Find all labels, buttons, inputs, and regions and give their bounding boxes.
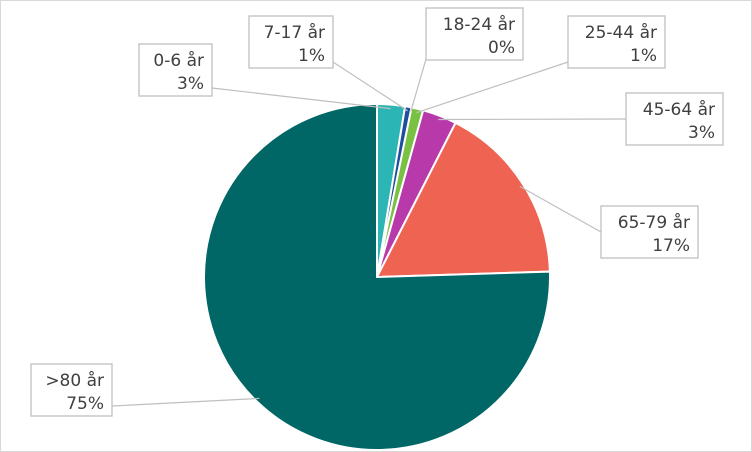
leader-line [519, 185, 602, 233]
slice-category-label: 45-64 år [643, 99, 715, 120]
slice-category-label: 0-6 år [153, 50, 204, 71]
slice-category-label: >80 år [45, 370, 104, 391]
pie-slice [203, 102, 551, 451]
slice-category-label: 18-24 år [443, 14, 515, 35]
slice-category-label: 65-79 år [618, 212, 690, 233]
data-label-box [30, 363, 113, 417]
leader-line [416, 61, 569, 114]
data-label: 25-44 år 1% [567, 15, 666, 69]
data-label: 45-64 år 3% [625, 92, 724, 146]
slice-percent-label: 75% [66, 394, 104, 414]
slice-percent-label: 17% [652, 236, 690, 256]
slice-percent-label: 3% [688, 123, 715, 143]
leader-line [410, 58, 427, 112]
leader-line [211, 87, 391, 110]
leader-line [438, 118, 627, 121]
data-label: 18-24 år 0% [425, 7, 524, 61]
data-label-box [600, 205, 699, 259]
leader-line [332, 61, 408, 112]
data-label: 7-17 år 1% [248, 15, 334, 69]
data-label: 65-79 år 17% [600, 205, 699, 259]
leader-line [111, 397, 260, 407]
slice-percent-label: 0% [488, 38, 515, 58]
slice-percent-label: 1% [630, 46, 657, 66]
data-label-box [248, 15, 334, 69]
slice-percent-label: 1% [298, 46, 325, 66]
data-label: >80 år 75% [30, 363, 113, 417]
data-label-box [138, 43, 213, 97]
slice-category-label: 7-17 år [264, 22, 325, 43]
data-label-box [625, 92, 724, 146]
pie-slice [375, 121, 551, 279]
data-label-box [425, 7, 524, 61]
data-label: 0-6 år 3% [138, 43, 213, 97]
data-label-box [567, 15, 666, 69]
slice-category-label: 25-44 år [585, 22, 657, 43]
slice-percent-label: 3% [177, 74, 204, 94]
